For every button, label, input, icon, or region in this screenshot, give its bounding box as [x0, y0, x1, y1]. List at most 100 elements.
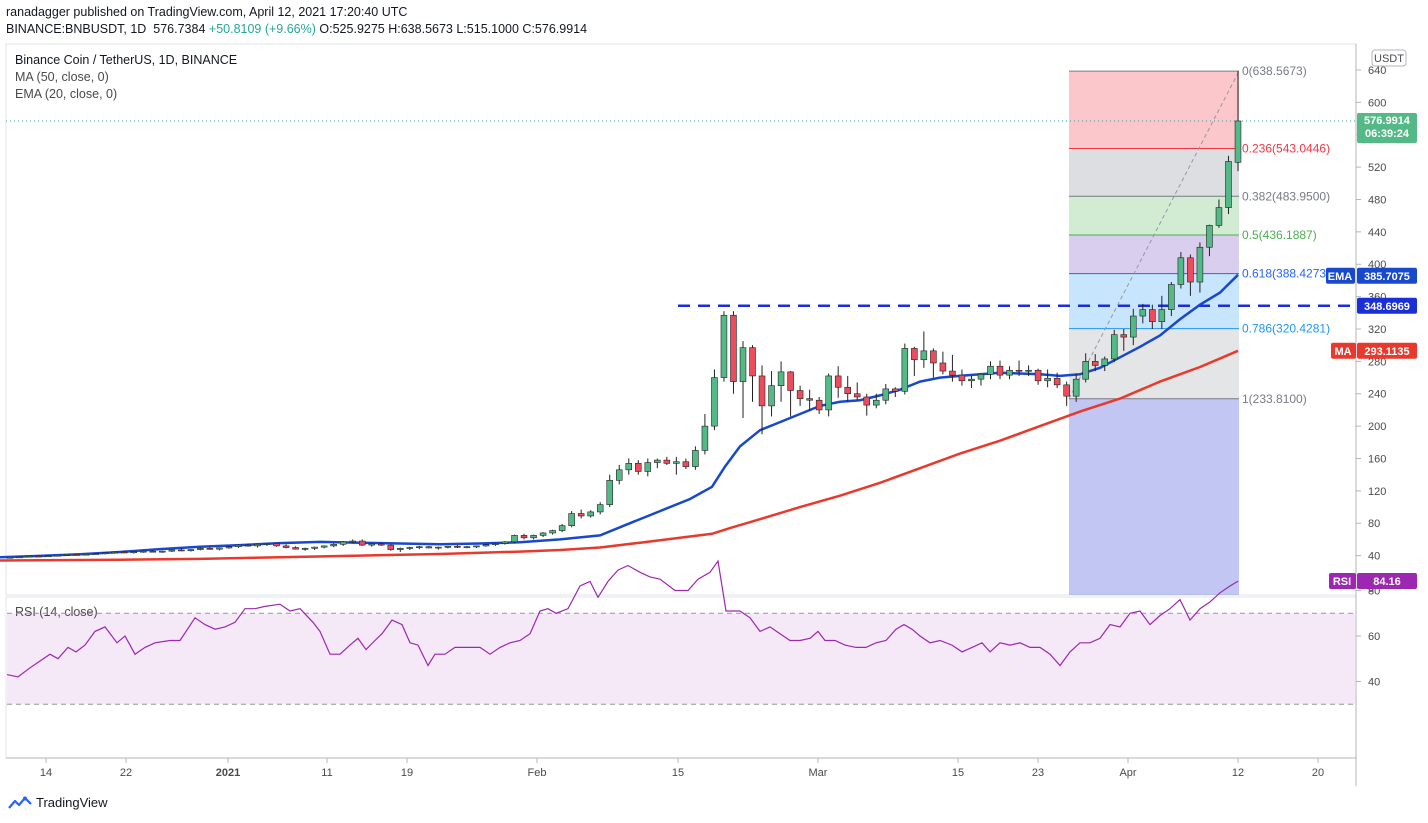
ema20-line [0, 273, 1239, 559]
candle-body [1072, 378, 1080, 397]
candle [520, 533, 528, 540]
candle [720, 311, 728, 382]
candle [82, 553, 90, 556]
date-tick-label: 11 [321, 767, 332, 779]
candle [6, 556, 14, 559]
candle [815, 396, 823, 414]
candle [863, 393, 870, 416]
candle-body [435, 546, 442, 549]
candle-body [577, 513, 585, 517]
candle [1091, 354, 1099, 372]
candle-body [406, 547, 414, 549]
candle [853, 382, 861, 401]
candle-body [977, 374, 985, 380]
candle-body [73, 554, 80, 556]
open-label: O: [319, 22, 333, 36]
candle [320, 545, 328, 549]
candle-body [358, 540, 366, 546]
candle [892, 387, 899, 397]
candle-body [120, 551, 128, 554]
rsi-tag-value: 84.16 [1373, 576, 1401, 588]
candle-body [273, 543, 280, 547]
ma-legend[interactable]: MA (50, close, 0) [15, 70, 109, 84]
candle [235, 544, 242, 548]
candle-body [901, 348, 909, 392]
date-tick-label: 14 [40, 767, 52, 779]
candle-body [244, 544, 252, 547]
tradingview-brand[interactable]: TradingView [8, 795, 108, 810]
fib-retracement[interactable]: 0(638.5673) 0.236(543.0446) 0.382(483.9500… [1069, 64, 1330, 595]
ema-legend[interactable]: EMA (20, close, 0) [15, 87, 118, 101]
currency-box[interactable] [1371, 49, 1407, 67]
candle-body [873, 399, 880, 406]
candle [758, 365, 766, 435]
candle-body [320, 545, 328, 548]
candle [844, 375, 851, 402]
date-tick-label: Mar [809, 767, 828, 779]
ma-tag [1357, 342, 1417, 359]
rsi-tick-label: 60 [1368, 631, 1380, 643]
candle-body [159, 550, 166, 553]
candle-body [339, 541, 347, 545]
candle-body [768, 385, 775, 407]
candle-body [330, 543, 337, 547]
countdown-value: 06:39:24 [1365, 128, 1410, 140]
candle-body [482, 544, 490, 547]
candle [1225, 155, 1232, 215]
candle-body [815, 399, 823, 411]
candle [406, 546, 414, 550]
candle [692, 446, 699, 470]
candle-body [1168, 284, 1175, 310]
high-value: 638.5673 [400, 22, 453, 36]
rsi-line [6, 559, 1239, 678]
candle-body [539, 532, 547, 536]
ema-tag [1357, 267, 1417, 284]
candle-body [301, 548, 309, 550]
candle [882, 384, 890, 405]
candle [673, 456, 680, 475]
fib-trend-line[interactable] [1068, 70, 1240, 399]
candle-body [711, 377, 718, 427]
candle-body [920, 350, 928, 361]
candle-body [949, 370, 956, 376]
date-tick-label: 23 [1032, 767, 1044, 779]
chart-title[interactable]: Binance Coin / TetherUS, 1D, BINANCE [15, 53, 238, 67]
candle [1110, 329, 1118, 363]
candle [1206, 224, 1213, 257]
candle-body [25, 555, 33, 558]
candle [635, 460, 642, 475]
price-change: +50.8109 (+9.66%) [208, 22, 316, 36]
candle [568, 511, 575, 528]
ema-tag-value: 385.7075 [1364, 271, 1410, 283]
candle-body [654, 459, 661, 463]
candle [1015, 360, 1023, 376]
fib-label-1: 0.236(543.0446) [1242, 141, 1330, 155]
rsi-tag-label: RSI [1333, 576, 1351, 588]
rsi-legend[interactable]: RSI (14, close) [15, 605, 98, 619]
candle [1053, 372, 1061, 389]
candle-body [492, 543, 499, 545]
close-label: C: [522, 22, 535, 36]
price-tick-label: 320 [1368, 324, 1386, 336]
candle [958, 369, 966, 386]
candle [644, 458, 652, 477]
price-tick-label: 640 [1368, 65, 1386, 77]
ohlc-line: BINANCE:BNBUSDT, 1D 576.7384 +50.8109 (+… [6, 22, 587, 36]
candle [1101, 356, 1108, 372]
rsi-tag-label-box [1329, 573, 1356, 590]
candle [873, 393, 880, 409]
candle-body [416, 546, 423, 549]
candle-body [349, 540, 356, 543]
candle [492, 542, 499, 546]
rsi-tick-label: 40 [1368, 676, 1380, 688]
candle-body [863, 396, 870, 406]
candle [140, 550, 147, 553]
candle-body [987, 365, 994, 375]
candle-body [796, 390, 804, 399]
candle-body [101, 552, 109, 555]
candle-body [473, 545, 480, 548]
candle [730, 311, 737, 394]
candle [44, 555, 52, 558]
fib-label-3: 0.5(436.1887) [1242, 228, 1317, 242]
